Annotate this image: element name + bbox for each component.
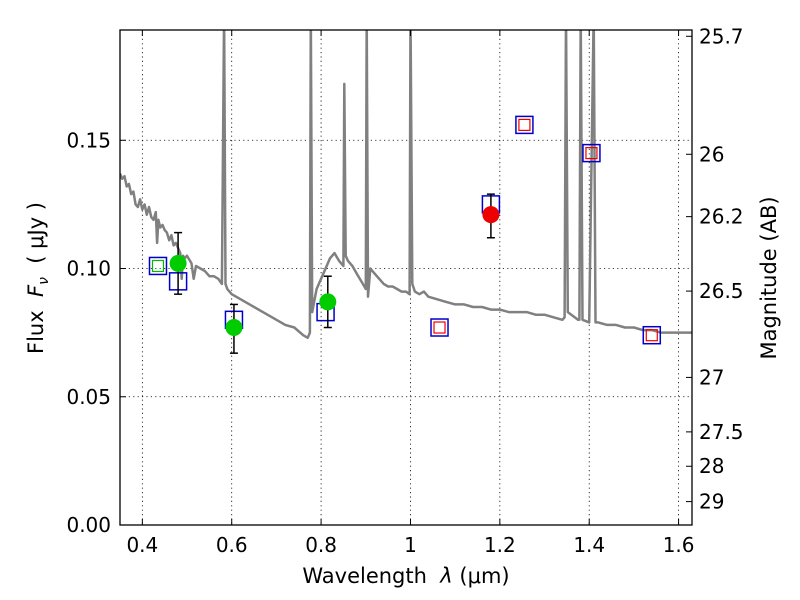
x-tick-label: 1.2 xyxy=(484,533,516,557)
axis-ticks: 0.4 0.6 0.8 1 1.2 1.4 1.6 0.00 0.05 0.10 0.15 25.7 2… xyxy=(66,24,743,557)
y-tick-label: 0.00 xyxy=(66,513,111,537)
observed-point xyxy=(169,254,187,272)
plot-frame xyxy=(119,29,693,526)
x-label-prefix: Wavelength xyxy=(302,564,440,588)
plot-content xyxy=(120,30,692,354)
y-axis-label: Flux Fν ( μJy ) xyxy=(24,202,52,354)
x-tick-label: 0.6 xyxy=(216,533,248,557)
y-label-symbol: F xyxy=(24,284,48,297)
y-label-subscript: ν xyxy=(36,277,52,285)
y2-axis-label: Magnitude (AB) xyxy=(757,196,781,359)
x-tick-label: 0.4 xyxy=(126,533,158,557)
model-sed-line xyxy=(120,30,692,340)
plot-background xyxy=(120,30,692,525)
y-label-unit: ( μJy ) xyxy=(24,202,48,277)
y2-tick-label: 27.5 xyxy=(699,420,744,444)
y2-tick-label: 26.5 xyxy=(699,279,744,303)
y2-tick-label: 27 xyxy=(699,365,724,389)
observed-point xyxy=(482,206,500,224)
y-tick-label: 0.10 xyxy=(66,257,111,281)
inner-red-square xyxy=(518,118,531,131)
x-tick-label: 1.4 xyxy=(573,533,605,557)
y2-tick-label: 29 xyxy=(699,490,724,514)
y2-tick-label: 28 xyxy=(699,454,724,478)
model-photometry-square xyxy=(515,115,534,135)
model-photometry-square xyxy=(430,318,449,337)
y-tick-label: 0.05 xyxy=(66,385,111,409)
model-photometry-square xyxy=(148,256,168,276)
x-tick-label: 1.6 xyxy=(663,533,695,557)
x-label-unit: (μm) xyxy=(453,564,510,588)
y-label-prefix: Flux xyxy=(24,297,48,354)
y2-tick-label: 25.7 xyxy=(699,24,744,48)
y-tick-label: 0.15 xyxy=(66,128,111,152)
x-axis-label: Wavelength λ (μm) xyxy=(302,564,509,588)
y2-tick-label: 26.2 xyxy=(699,205,744,229)
y2-tick-label: 26 xyxy=(699,142,724,166)
x-label-symbol: λ xyxy=(439,564,452,588)
model-photometry-square xyxy=(642,325,662,345)
x-tick-label: 1 xyxy=(404,533,417,557)
inner-red-square xyxy=(585,147,598,160)
x-tick-label: 0.8 xyxy=(305,533,337,557)
inner-red-square xyxy=(433,321,446,334)
observed-point xyxy=(319,293,337,311)
inner-red-square xyxy=(645,329,658,342)
inner-green-square xyxy=(151,259,165,273)
model-photometry-square xyxy=(582,143,601,163)
observed-point xyxy=(225,319,243,337)
